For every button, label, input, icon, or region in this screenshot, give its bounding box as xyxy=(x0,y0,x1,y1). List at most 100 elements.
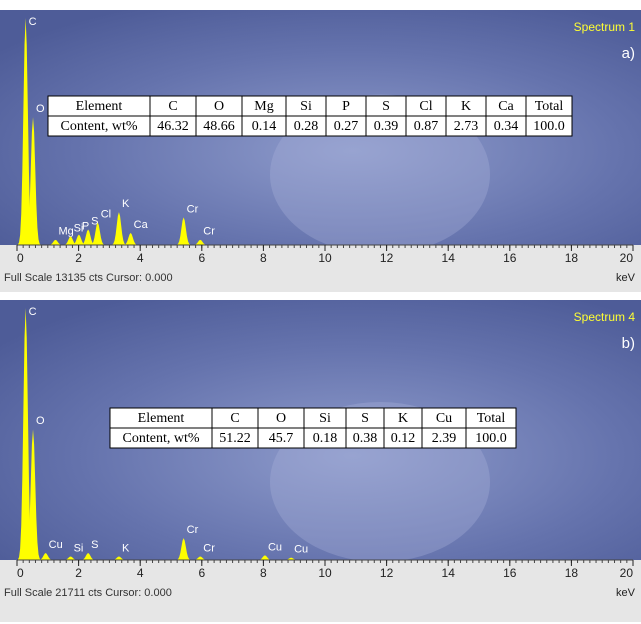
table-header-cell: Mg xyxy=(254,99,273,114)
spectrum-peak xyxy=(24,429,42,560)
table-cell: 0.87 xyxy=(414,119,439,134)
peak-label: Cr xyxy=(187,203,199,215)
peak-label: Cu xyxy=(294,544,308,556)
spectrum-name: Spectrum 4 xyxy=(574,310,636,324)
x-unit: keV xyxy=(616,272,636,284)
x-unit: keV xyxy=(616,587,636,599)
x-tick-label: 8 xyxy=(260,251,267,265)
table-cell: 46.32 xyxy=(157,119,189,134)
peak-label: Si xyxy=(74,542,84,554)
peak-label: P xyxy=(82,221,89,233)
status-part: cts Cursor: 0.000 xyxy=(89,272,173,284)
table-cell: 0.39 xyxy=(374,119,399,134)
table-cell: 0.14 xyxy=(252,119,277,134)
table-cell: 0.28 xyxy=(294,119,319,134)
table-cell: 48.66 xyxy=(203,119,235,134)
peak-label: C xyxy=(29,16,37,28)
peak-label: K xyxy=(122,542,130,554)
table-header-cell: Element xyxy=(138,411,185,426)
table-header-cell: C xyxy=(168,99,177,114)
x-tick-label: 0 xyxy=(17,251,24,265)
x-tick-label: 20 xyxy=(620,566,634,580)
x-tick-label: 18 xyxy=(565,566,579,580)
table-cell: Content, wt% xyxy=(123,431,200,446)
table-header-cell: O xyxy=(214,99,224,114)
table-header-cell: S xyxy=(382,99,390,114)
table-cell: 0.12 xyxy=(391,431,416,446)
table-header-cell: K xyxy=(398,411,408,426)
peak-label: K xyxy=(122,198,130,210)
x-tick-label: 4 xyxy=(137,566,144,580)
peak-label: Cl xyxy=(101,208,111,220)
table-cell: 0.38 xyxy=(353,431,378,446)
spectrum-peak xyxy=(88,222,107,245)
table-cell: 2.73 xyxy=(454,119,479,134)
peak-label: Cu xyxy=(268,541,282,553)
spectrum-peak xyxy=(256,555,274,560)
x-tick-label: 18 xyxy=(565,251,579,265)
table-cell: Content, wt% xyxy=(61,119,138,134)
table-cell: 45.7 xyxy=(269,431,294,446)
status-part: cts Cursor: 0.000 xyxy=(88,587,172,599)
status-line: Full Scale 13135 cts Cursor: 0.000 xyxy=(4,272,173,284)
status-part: 13135 xyxy=(55,272,86,284)
spectrum-peak xyxy=(121,232,140,245)
peak-label: Ca xyxy=(134,219,149,231)
table-cell: 0.18 xyxy=(313,431,338,446)
spectrum-peak xyxy=(24,117,42,245)
spectrum-peak xyxy=(70,234,88,245)
peak-label: Si xyxy=(74,222,84,234)
table-cell: 51.22 xyxy=(219,431,251,446)
peak-label: Cr xyxy=(187,524,199,536)
table-cell: 100.0 xyxy=(533,119,565,134)
x-tick-label: 4 xyxy=(137,251,144,265)
panel-tag: a) xyxy=(622,45,635,62)
peak-label: O xyxy=(36,103,45,115)
spectrum-peak xyxy=(61,556,80,560)
spectrum-peak xyxy=(79,229,97,245)
spectrum-peak xyxy=(110,556,128,560)
status-line: Full Scale 21711 cts Cursor: 0.000 xyxy=(4,587,172,599)
spectrum-peak xyxy=(16,18,35,245)
spectrum-peak xyxy=(191,556,210,560)
status-part: 21711 xyxy=(55,587,85,599)
spectrum-name: Spectrum 1 xyxy=(574,20,636,34)
table-header-cell: Total xyxy=(535,99,564,114)
x-tick-label: 20 xyxy=(620,251,634,265)
peak-label: Mg xyxy=(59,226,74,238)
status-part: Full Scale xyxy=(4,587,52,599)
table-header-cell: C xyxy=(230,411,239,426)
table-header-cell: Ca xyxy=(498,99,514,114)
spectrum-peak xyxy=(46,239,65,245)
peak-label: S xyxy=(91,215,98,227)
table-header-cell: O xyxy=(276,411,286,426)
x-tick-label: 14 xyxy=(442,566,456,580)
peak-label: O xyxy=(36,415,45,427)
panel-tag: b) xyxy=(622,335,635,352)
status-strip xyxy=(0,245,641,292)
table-header-cell: Si xyxy=(319,411,331,426)
spectrum-peak xyxy=(61,236,80,245)
table-cell: 0.27 xyxy=(334,119,359,134)
spectrum-peak xyxy=(110,212,128,245)
table-header-cell: K xyxy=(461,99,471,114)
status-part: Full Scale xyxy=(4,272,52,284)
x-tick-label: 12 xyxy=(380,251,394,265)
table-header-cell: Si xyxy=(300,99,312,114)
peak-label: Cu xyxy=(49,539,63,551)
table-header-cell: Cl xyxy=(419,99,432,114)
x-tick-label: 12 xyxy=(380,566,394,580)
table-cell: 2.39 xyxy=(432,431,457,446)
table-header-cell: S xyxy=(361,411,369,426)
spectrum-peak xyxy=(36,553,55,560)
peak-label: Cr xyxy=(203,542,215,554)
x-tick-label: 6 xyxy=(198,251,205,265)
spectrum-peak xyxy=(191,239,210,245)
spectrum-peak xyxy=(79,553,97,560)
peak-label: C xyxy=(29,306,37,318)
spectrum-peak xyxy=(16,308,35,560)
x-tick-label: 2 xyxy=(75,251,82,265)
